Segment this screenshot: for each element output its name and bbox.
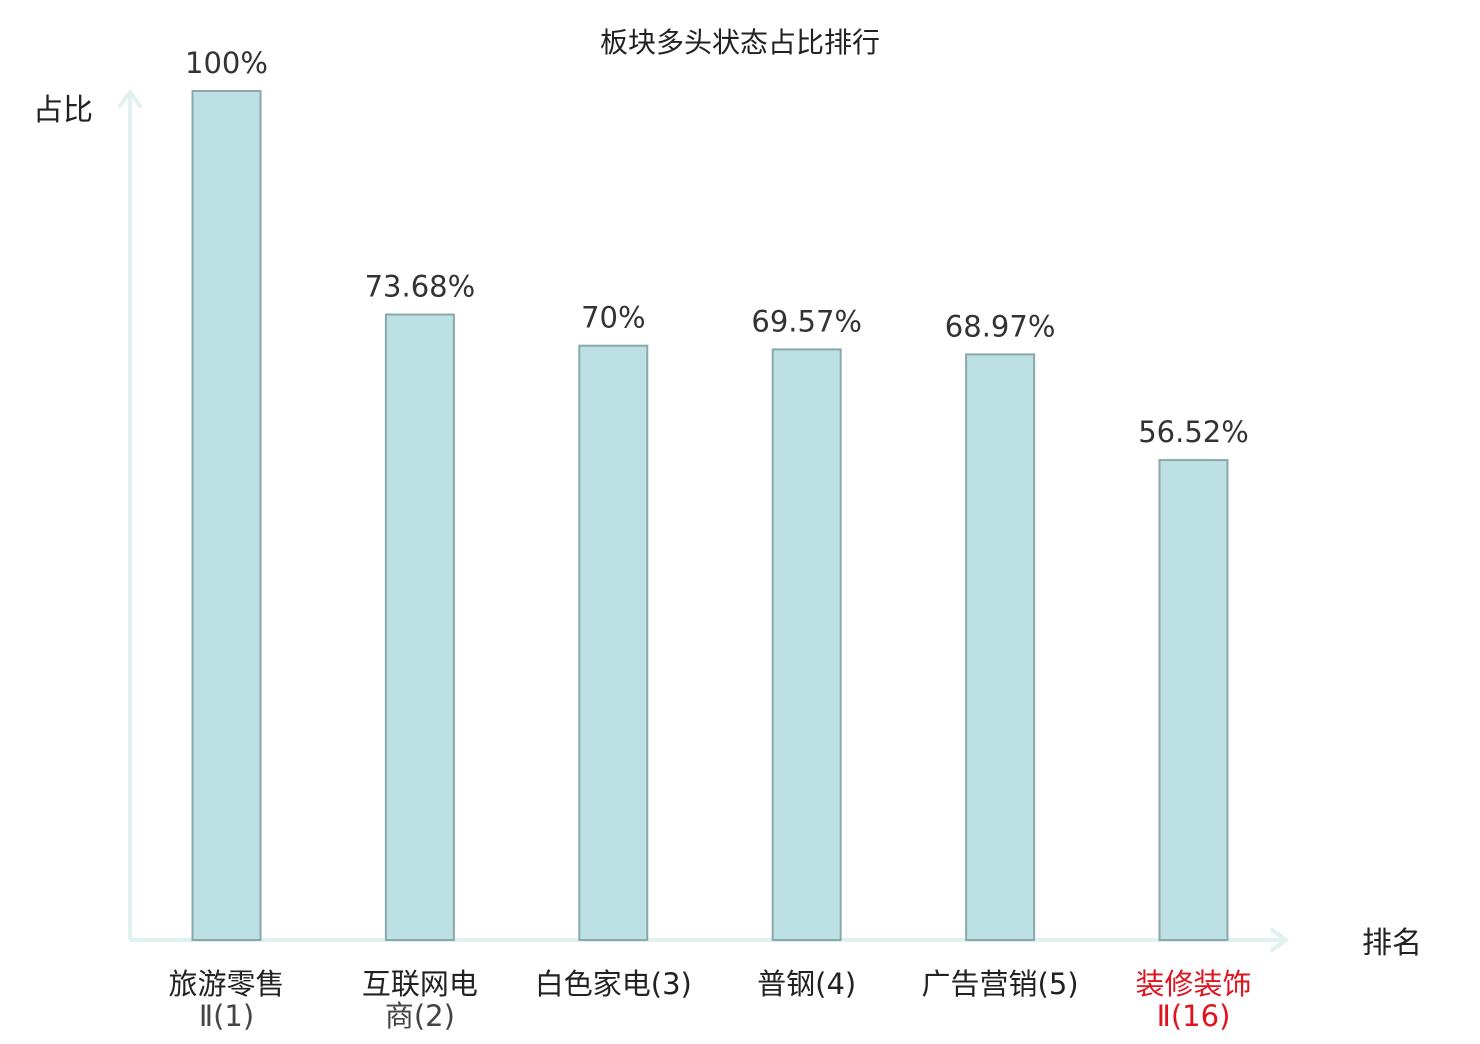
y-axis: 占比	[33, 88, 142, 940]
y-axis-arrow-icon	[118, 88, 142, 108]
category-label-4: 普钢(4)	[757, 967, 856, 1001]
category-rank-2: 商(2)	[385, 999, 455, 1033]
category-rank-6: Ⅱ(16)	[1157, 999, 1231, 1033]
category-label-1: 旅游零售	[168, 967, 284, 1001]
category-label-6: 装修装饰	[1135, 967, 1251, 1001]
category-label-2: 互联网电	[362, 967, 478, 1001]
bar-6	[1158, 459, 1229, 941]
value-label-2: 73.68%	[365, 270, 476, 304]
bar-4	[771, 348, 842, 941]
x-axis: 排名	[130, 926, 1422, 961]
chart-title: 板块多头状态占比排行	[600, 26, 880, 59]
category-label-3: 白色家电(3)	[535, 967, 692, 1001]
value-label-6: 56.52%	[1138, 415, 1249, 449]
bar-series	[191, 90, 1229, 941]
value-label-3: 70%	[581, 301, 645, 335]
value-labels: 100% 73.68% 70% 69.57% 68.97% 56.52%	[185, 46, 1249, 449]
bar-5	[965, 353, 1036, 941]
y-axis-label: 占比	[33, 93, 93, 128]
category-label-5: 广告营销(5)	[922, 967, 1079, 1001]
bar-3	[578, 344, 649, 941]
x-axis-arrow-icon	[1270, 928, 1290, 952]
bar-2	[384, 313, 455, 941]
bar-1	[191, 90, 262, 941]
x-axis-label: 排名	[1362, 926, 1422, 961]
value-label-4: 69.57%	[751, 304, 862, 338]
category-rank-1: Ⅱ(1)	[199, 999, 254, 1033]
value-label-5: 68.97%	[945, 309, 1056, 343]
value-label-1: 100%	[185, 46, 268, 80]
